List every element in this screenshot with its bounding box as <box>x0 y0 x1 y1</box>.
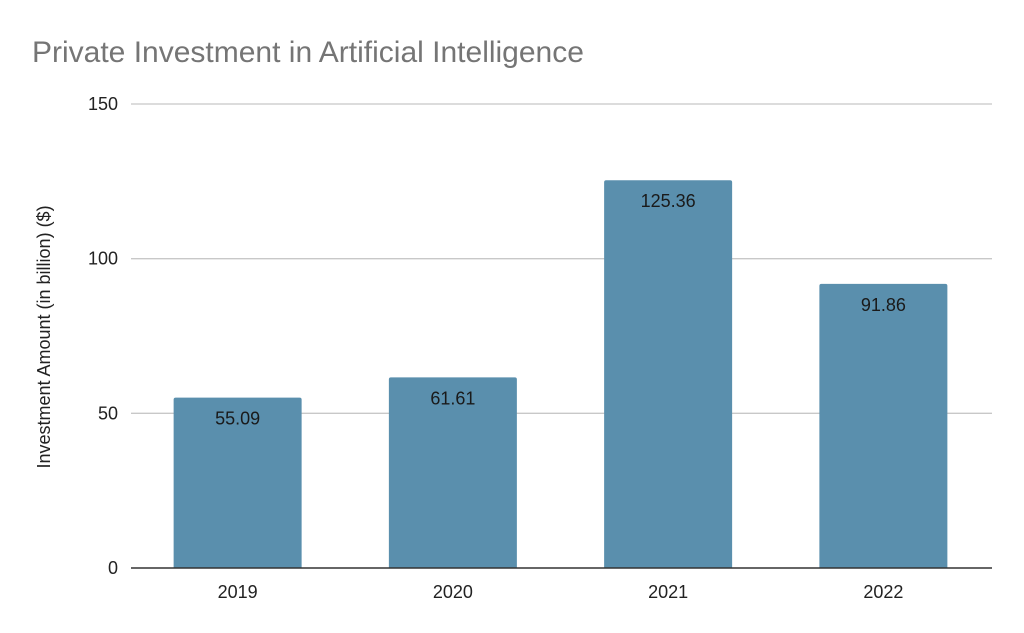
x-tick-label: 2020 <box>433 582 473 602</box>
y-axis-ticks: 0 50 100 150 <box>88 94 118 578</box>
bar-value-label: 55.09 <box>215 409 260 429</box>
bar-value-label: 91.86 <box>861 295 906 315</box>
y-tick-label: 150 <box>88 94 118 114</box>
y-axis-label: Investment Amount (in billion) ($) <box>34 205 54 468</box>
bar-value-label: 61.61 <box>430 388 475 408</box>
y-tick-label: 0 <box>108 558 118 578</box>
bar-2022 <box>819 283 948 568</box>
y-tick-label: 100 <box>88 249 118 269</box>
y-tick-label: 50 <box>98 403 118 423</box>
x-tick-label: 2021 <box>648 582 688 602</box>
bar-2021 <box>604 180 733 568</box>
bar-2019 <box>173 397 302 568</box>
x-tick-label: 2019 <box>218 582 258 602</box>
bar-2020 <box>388 377 517 568</box>
bar-value-label: 125.36 <box>641 191 696 211</box>
chart-title: Private Investment in Artificial Intelli… <box>32 36 584 69</box>
x-axis-ticks: 2019 2020 2021 2022 <box>218 582 904 602</box>
data-labels: 55.09 61.61 125.36 91.86 <box>215 191 906 428</box>
bars <box>173 180 948 568</box>
x-tick-label: 2022 <box>863 582 903 602</box>
